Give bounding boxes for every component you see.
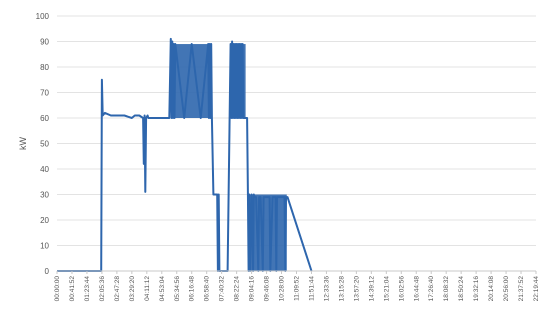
series-layer (57, 37, 313, 272)
x-tick-label: 20:56:00 (503, 276, 510, 302)
y-tick-label: 0 (45, 267, 50, 276)
x-tick-label: 14:39:12 (368, 276, 375, 302)
y-tick-label: 70 (40, 89, 49, 98)
x-tick-label: 08:22:24 (234, 276, 241, 302)
x-tick-label: 10:28:00 (279, 276, 286, 302)
x-tick-label: 09:46:08 (264, 276, 271, 302)
x-tick-label: 16:02:56 (398, 276, 405, 302)
x-tick-label: 18:08:32 (443, 276, 450, 302)
gridlines (57, 15, 536, 246)
oscillation-band (230, 44, 246, 118)
x-tick-label: 06:16:48 (189, 276, 196, 302)
y-axis-title: kW (18, 137, 28, 151)
y-tick-label: 40 (40, 165, 49, 174)
x-tick-label: 03:29:20 (129, 276, 136, 302)
x-tick-label: 00:00:00 (54, 276, 61, 302)
x-tick-label: 06:58:40 (204, 276, 211, 302)
y-tick-label: 60 (40, 114, 49, 123)
x-tick-label: 05:34:56 (174, 276, 181, 302)
x-tick-label: 20:14:08 (488, 276, 495, 302)
x-tick-label: 02:47:28 (114, 276, 121, 302)
x-tick-label: 11:51:44 (308, 276, 315, 301)
y-tick-label: 90 (40, 38, 49, 47)
x-tick-label: 17:26:40 (428, 276, 435, 302)
x-tick-label: 18:50:24 (458, 276, 465, 302)
x-tick-label: 22:19:44 (533, 276, 540, 302)
x-tick-label: 16:44:48 (413, 276, 420, 302)
x-tick-label: 13:57:20 (353, 276, 360, 302)
x-tick-label: 02:05:36 (99, 276, 106, 302)
y-tick-labels: 0 10 20 30 40 50 60 70 80 90 100 (36, 12, 50, 276)
x-tick-label: 01:23:44 (84, 276, 91, 302)
x-tick-label: 04:11:12 (144, 276, 151, 301)
x-tick-label: 11:09:52 (294, 276, 301, 301)
x-tick-label: 07:40:32 (219, 276, 226, 302)
y-tick-label: 80 (40, 63, 49, 72)
y-tick-label: 100 (36, 12, 50, 21)
y-tick-label: 10 (40, 242, 49, 251)
x-tick-label: 13:15:28 (338, 276, 345, 302)
x-tick-label: 12:33:36 (323, 276, 330, 302)
x-tick-label: 00:41:52 (69, 276, 76, 302)
x-tick-label: 04:53:04 (159, 276, 166, 302)
y-tick-label: 30 (40, 191, 49, 200)
x-tick-label: 09:04:16 (249, 276, 256, 302)
x-tick-labels: 00:00:00 00:41:52 01:23:44 02:05:36 02:47:28… (54, 271, 540, 301)
y-tick-label: 50 (40, 140, 49, 149)
oscillation-band (173, 44, 209, 118)
oscillation-band (248, 194, 287, 271)
y-tick-label: 20 (40, 216, 49, 225)
x-tick-label: 19:32:16 (473, 276, 480, 302)
x-tick-label: 21:37:52 (518, 276, 525, 302)
x-tick-label: 15:21:04 (383, 276, 390, 302)
